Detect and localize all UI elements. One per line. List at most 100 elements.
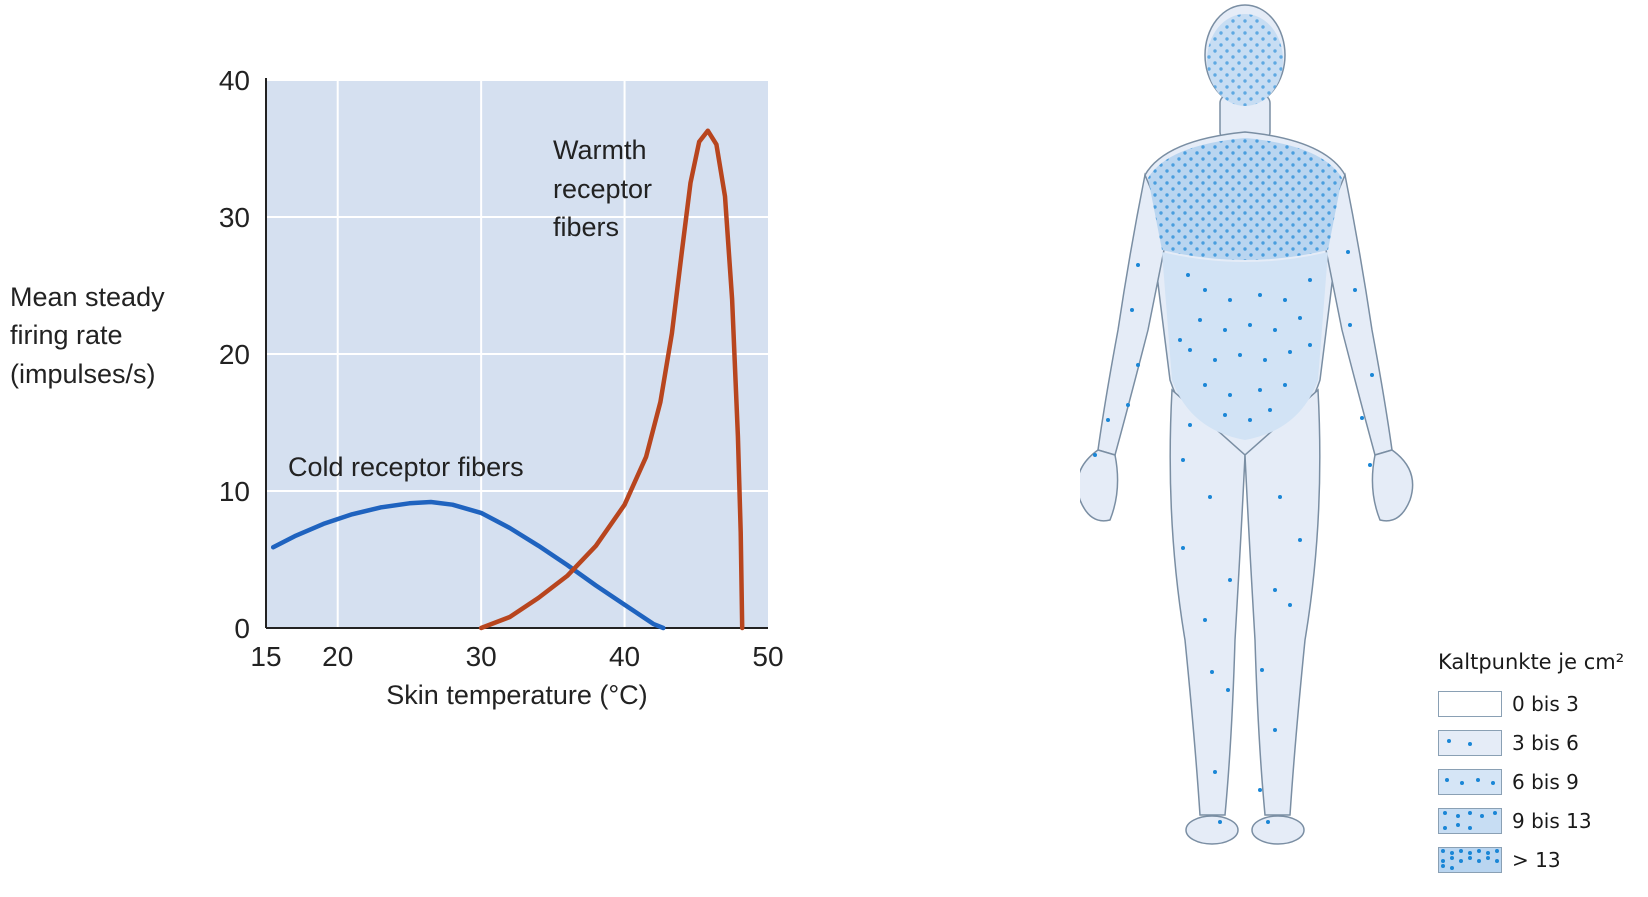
swatch-dot <box>1485 850 1490 855</box>
legend-label: > 13 <box>1512 847 1561 872</box>
swatch-dot <box>1485 856 1490 861</box>
cold-spot-dot <box>1228 393 1232 397</box>
legend-swatch <box>1438 846 1502 873</box>
cold-spot-dot <box>1210 670 1214 674</box>
x-tick-label: 15 <box>250 641 281 672</box>
cold-spot-dot <box>1223 328 1227 332</box>
cold-spot-dot <box>1228 298 1232 302</box>
legend-rows: 0 bis 3 3 bis 6 6 bis 9 9 bis 13 > 13 <box>1438 684 1624 879</box>
y-axis-title-line3: (impulses/s) <box>10 359 156 389</box>
cold-spot-dot <box>1268 408 1272 412</box>
legend-label: 9 bis 13 <box>1512 808 1592 833</box>
y-tick-label: 10 <box>219 476 250 507</box>
cold-spot-dot <box>1188 423 1192 427</box>
cold-spot-dot <box>1248 323 1252 327</box>
cold-spot-dot <box>1273 328 1277 332</box>
face-dots <box>1207 14 1283 106</box>
legend-label: 6 bis 9 <box>1512 769 1579 794</box>
swatch-dot <box>1468 856 1472 861</box>
swatch-dot <box>1443 811 1448 816</box>
series-lines <box>270 128 745 631</box>
y-tick-label: 30 <box>219 202 250 233</box>
cold-spot-dot <box>1273 588 1277 592</box>
swatch-dot <box>1468 850 1472 855</box>
cold-spot-dot <box>1258 788 1262 792</box>
legend-row: 3 bis 6 <box>1438 723 1624 762</box>
cold-spot-dot <box>1223 413 1227 417</box>
warmth-receptor-line <box>478 128 745 631</box>
swatch-dot <box>1455 813 1460 818</box>
cold-spot-dot <box>1186 273 1190 277</box>
legend-swatch <box>1438 690 1502 717</box>
cold-series-label: Cold receptor fibers <box>288 452 524 482</box>
cold-spot-dot <box>1346 250 1350 254</box>
cold-spot-dot <box>1198 318 1202 322</box>
left-leg <box>1169 388 1246 816</box>
cold-spot-dot <box>1181 546 1185 550</box>
cold-spot-dot <box>1248 418 1252 422</box>
cold-spot-dot <box>1213 358 1217 362</box>
cold-spot-dot <box>1370 373 1374 377</box>
swatch-dot <box>1480 813 1485 818</box>
cold-spot-dot <box>1263 358 1267 362</box>
swatch-dot <box>1491 780 1496 785</box>
swatch-dot <box>1450 865 1455 870</box>
legend-row: 0 bis 3 <box>1438 684 1624 723</box>
cold-spot-dot <box>1188 348 1192 352</box>
cold-spot-dot <box>1298 316 1302 320</box>
cold-spot-dot <box>1093 453 1097 457</box>
cold-spot-dot <box>1238 353 1242 357</box>
cold-spot-dot <box>1126 403 1130 407</box>
y-tick-label: 40 <box>219 65 250 96</box>
legend-label: 3 bis 6 <box>1512 730 1579 755</box>
chest-dots <box>1148 138 1342 260</box>
warm-series-label: Warmth receptor fibers <box>553 135 660 242</box>
swatch-dot <box>1441 864 1446 869</box>
right-foot <box>1251 815 1305 845</box>
cold-spot-dot <box>1288 350 1292 354</box>
cold-spot-dot <box>1203 288 1207 292</box>
cold-spot-dot <box>1130 308 1134 312</box>
warm-label-line1: Warmth <box>553 135 647 165</box>
left-hand <box>1080 449 1119 522</box>
x-tick-label: 50 <box>752 641 783 672</box>
y-tick-label: 20 <box>219 339 250 370</box>
swatch-dot <box>1494 849 1499 854</box>
x-axis-title: Skin temperature (°C) <box>386 680 647 710</box>
swatch-dot <box>1475 778 1480 783</box>
cold-spot-dot <box>1283 383 1287 387</box>
cold-spot-dot <box>1288 603 1292 607</box>
x-tick-label: 30 <box>466 641 497 672</box>
dense-regions <box>1148 14 1342 440</box>
swatch-dot <box>1476 858 1481 863</box>
cold-spot-dot <box>1368 463 1372 467</box>
firing-rate-chart: 15 20 30 40 50 0 10 20 30 40 Skin temperature (°C… <box>10 65 784 710</box>
cold-spot-dot <box>1226 688 1230 692</box>
x-tick-label: 20 <box>322 641 353 672</box>
swatch-dot <box>1441 849 1446 854</box>
legend-row: 6 bis 9 <box>1438 762 1624 801</box>
cold-spot-dot <box>1360 416 1364 420</box>
sparse-dots <box>1093 250 1374 824</box>
cold-spot-dot <box>1258 388 1262 392</box>
swatch-dot <box>1492 811 1497 816</box>
right-leg <box>1244 388 1321 816</box>
swatch-dot <box>1468 811 1472 816</box>
swatch-dot <box>1459 858 1464 863</box>
body-map-legend: Kaltpunkte je cm² 0 bis 3 3 bis 6 6 bis 9 9… <box>1438 650 1624 879</box>
cold-spot-dot <box>1106 418 1110 422</box>
cold-spot-dot <box>1208 495 1212 499</box>
x-tick-label: 40 <box>609 641 640 672</box>
swatch-dot <box>1476 849 1481 854</box>
legend-title: Kaltpunkte je cm² <box>1438 650 1625 674</box>
legend-swatch <box>1438 768 1502 795</box>
cold-spot-dot <box>1273 728 1277 732</box>
swatch-dot <box>1455 823 1460 828</box>
legend-swatch <box>1438 807 1502 834</box>
cold-spot-dot <box>1218 820 1222 824</box>
swatch-dot <box>1450 850 1455 855</box>
swatch-dot <box>1460 780 1465 785</box>
tick-labels: 15 20 30 40 50 0 10 20 30 40 <box>219 65 784 672</box>
legend-row: > 13 <box>1438 840 1624 879</box>
cold-spot-dot <box>1136 263 1140 267</box>
